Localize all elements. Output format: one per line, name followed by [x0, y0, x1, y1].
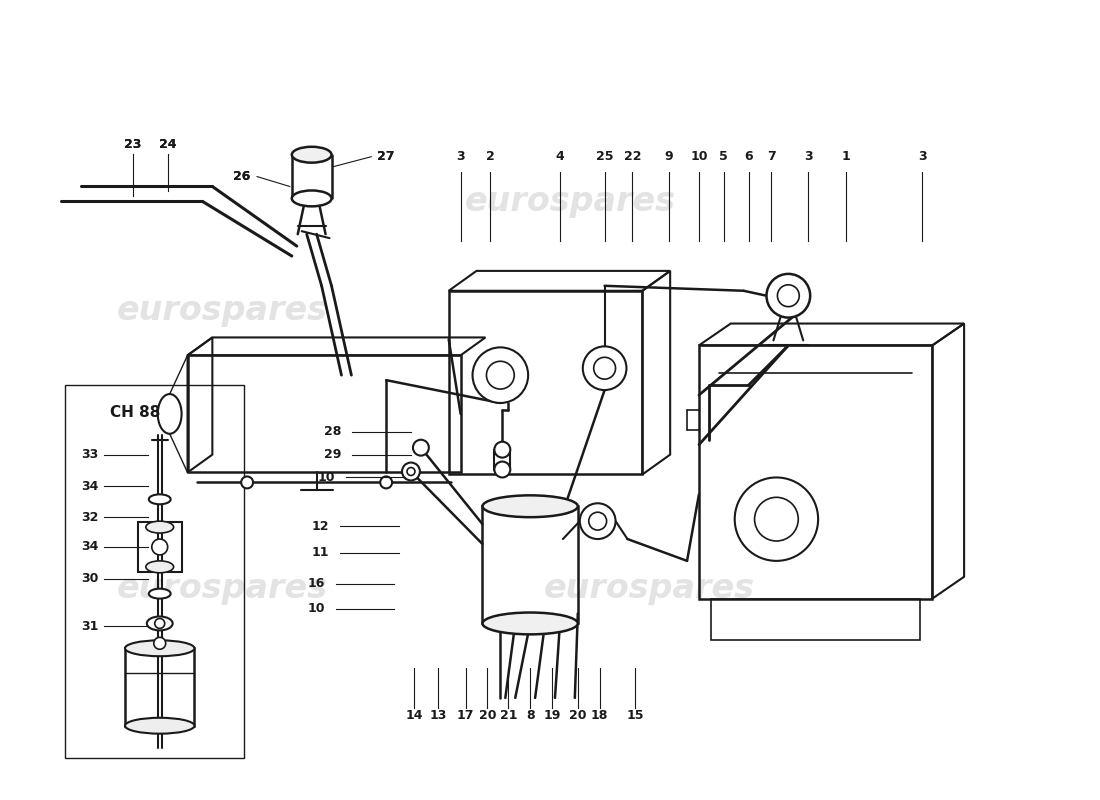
Text: 34: 34 — [80, 480, 98, 493]
Text: 23: 23 — [124, 138, 142, 151]
Text: eurospares: eurospares — [543, 572, 755, 605]
Circle shape — [735, 478, 818, 561]
Text: 2: 2 — [486, 150, 495, 163]
Text: 10: 10 — [318, 471, 336, 484]
Text: 22: 22 — [624, 150, 641, 163]
Text: 3: 3 — [804, 150, 813, 163]
Text: 8: 8 — [526, 710, 535, 722]
Circle shape — [494, 462, 510, 478]
Text: 7: 7 — [767, 150, 775, 163]
Circle shape — [755, 498, 799, 541]
Text: CH 88: CH 88 — [110, 406, 161, 421]
Circle shape — [767, 274, 811, 318]
Circle shape — [152, 539, 167, 555]
Circle shape — [241, 477, 253, 488]
Text: 34: 34 — [80, 541, 98, 554]
Text: 26: 26 — [233, 170, 251, 183]
Ellipse shape — [292, 190, 331, 206]
Text: 5: 5 — [719, 150, 728, 163]
Circle shape — [381, 477, 392, 488]
Text: 25: 25 — [596, 150, 614, 163]
Bar — [698, 346, 933, 598]
Circle shape — [580, 503, 616, 539]
Circle shape — [594, 358, 616, 379]
Bar — [65, 385, 244, 758]
Text: 20: 20 — [478, 710, 496, 722]
Text: 23: 23 — [124, 138, 142, 151]
Text: 27: 27 — [377, 150, 395, 163]
Text: 31: 31 — [80, 620, 98, 633]
Circle shape — [494, 442, 510, 458]
Text: 17: 17 — [456, 710, 474, 722]
Bar — [138, 522, 182, 572]
Text: 28: 28 — [324, 426, 341, 438]
Ellipse shape — [148, 494, 170, 504]
Circle shape — [412, 440, 429, 456]
Text: 18: 18 — [591, 710, 608, 722]
Text: 26: 26 — [233, 170, 251, 183]
Circle shape — [402, 462, 420, 481]
Circle shape — [778, 285, 800, 306]
Ellipse shape — [146, 521, 174, 533]
Text: 19: 19 — [543, 710, 561, 722]
Circle shape — [473, 347, 528, 403]
Text: 30: 30 — [80, 572, 98, 586]
Text: 16: 16 — [307, 578, 324, 590]
Text: 15: 15 — [627, 710, 645, 722]
Text: eurospares: eurospares — [464, 185, 675, 218]
Text: 24: 24 — [158, 138, 176, 151]
Ellipse shape — [125, 640, 195, 656]
Text: 10: 10 — [307, 602, 324, 615]
Text: 3: 3 — [918, 150, 926, 163]
Text: 14: 14 — [405, 710, 422, 722]
Bar — [483, 506, 578, 623]
Text: 27: 27 — [377, 150, 395, 163]
Text: 10: 10 — [690, 150, 707, 163]
Bar — [187, 355, 461, 473]
Text: 1: 1 — [842, 150, 850, 163]
Ellipse shape — [146, 617, 173, 630]
Circle shape — [155, 618, 165, 629]
Text: 32: 32 — [80, 510, 98, 524]
Ellipse shape — [157, 394, 182, 434]
Text: 4: 4 — [556, 150, 564, 163]
Text: 21: 21 — [499, 710, 517, 722]
Bar — [125, 648, 195, 726]
Circle shape — [583, 346, 627, 390]
Ellipse shape — [483, 495, 578, 517]
Bar — [449, 290, 642, 474]
Text: 12: 12 — [312, 520, 330, 533]
Circle shape — [486, 362, 515, 389]
Text: eurospares: eurospares — [117, 294, 328, 327]
Circle shape — [588, 512, 606, 530]
Text: 6: 6 — [745, 150, 752, 163]
Text: 20: 20 — [569, 710, 586, 722]
Ellipse shape — [146, 561, 174, 573]
Circle shape — [407, 467, 415, 475]
Circle shape — [154, 638, 166, 650]
Ellipse shape — [148, 589, 170, 598]
Text: 3: 3 — [456, 150, 465, 163]
Text: 24: 24 — [158, 138, 176, 151]
Text: 13: 13 — [429, 710, 447, 722]
Text: 9: 9 — [664, 150, 673, 163]
Text: 29: 29 — [324, 448, 341, 461]
Bar — [711, 598, 921, 640]
Text: eurospares: eurospares — [117, 572, 328, 605]
Ellipse shape — [483, 613, 578, 634]
Text: 11: 11 — [312, 546, 330, 559]
Ellipse shape — [292, 146, 331, 162]
Ellipse shape — [125, 718, 195, 734]
Text: 33: 33 — [81, 448, 98, 461]
